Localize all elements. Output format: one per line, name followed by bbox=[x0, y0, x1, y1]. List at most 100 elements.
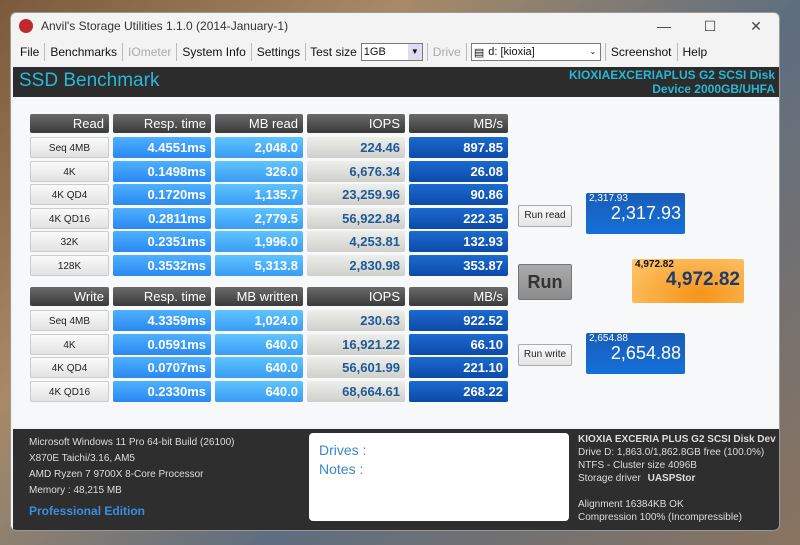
app-window: Anvil's Storage Utilities 1.1.0 (2014-Ja… bbox=[10, 12, 780, 531]
alignment-info: Alignment 16384KB OK bbox=[578, 499, 684, 510]
read-mb-value: 2,048.0 bbox=[215, 137, 303, 158]
write-test-label[interactable]: Seq 4MB bbox=[30, 310, 109, 331]
read-header-mb-value: MB read bbox=[215, 114, 303, 133]
write-mb-value: 1,024.0 bbox=[215, 310, 303, 331]
menu-settings[interactable]: Settings bbox=[252, 43, 307, 61]
read-header-test-label: Read bbox=[30, 114, 109, 133]
read-mbps: 132.93 bbox=[409, 231, 508, 253]
read-resp-time: 0.3532ms bbox=[113, 255, 211, 276]
disk-name: KIOXIA EXCERIA PLUS G2 SCSI Disk Dev bbox=[578, 434, 776, 445]
read-mbps: 897.85 bbox=[409, 137, 508, 158]
write-iops: 56,601.99 bbox=[307, 357, 405, 379]
cpu-info: AMD Ryzen 7 9700X 8-Core Processor bbox=[29, 469, 204, 480]
read-resp-time: 0.2811ms bbox=[113, 207, 211, 229]
read-iops: 224.46 bbox=[307, 137, 405, 158]
close-button[interactable]: ✕ bbox=[750, 17, 762, 34]
read-test-label[interactable]: 128K bbox=[30, 255, 109, 276]
write-mbps: 66.10 bbox=[409, 333, 508, 355]
menu-bar: File Benchmarks IOmeter System Info Sett… bbox=[11, 39, 779, 65]
notes-box[interactable]: Drives : Notes : bbox=[309, 433, 569, 521]
test-size-value: 1GB bbox=[363, 46, 386, 58]
drive-label: Drive bbox=[426, 43, 467, 61]
write-mbps: 221.10 bbox=[409, 357, 508, 379]
read-resp-time: 0.2351ms bbox=[113, 231, 211, 253]
read-test-label[interactable]: 4K bbox=[30, 160, 109, 182]
notes-label: Notes : bbox=[319, 461, 364, 477]
filesystem-info: NTFS - Cluster size 4096B bbox=[578, 460, 697, 471]
driver-label: Storage driver bbox=[578, 473, 641, 484]
maximize-button[interactable]: ☐ bbox=[703, 17, 717, 34]
read-header-iops: IOPS bbox=[307, 114, 405, 133]
read-iops: 23,259.96 bbox=[307, 184, 405, 206]
device-line-2: Device 2000GB/UHFA bbox=[652, 82, 775, 96]
window-title: Anvil's Storage Utilities 1.1.0 (2014-Ja… bbox=[41, 19, 289, 33]
drive-free: Drive D: 1,863.0/1,862.8GB free (100.0%) bbox=[578, 447, 765, 458]
read-resp-time: 0.1720ms bbox=[113, 184, 211, 206]
read-mb-value: 2,779.5 bbox=[215, 207, 303, 229]
test-size-select[interactable]: 1GB ▼ bbox=[360, 43, 423, 61]
read-test-label[interactable]: 4K QD16 bbox=[30, 207, 109, 229]
menu-benchmarks[interactable]: Benchmarks bbox=[45, 43, 124, 61]
write-iops: 16,921.22 bbox=[307, 333, 405, 355]
read-mbps: 222.35 bbox=[409, 207, 508, 229]
write-score-value: 2,654.88 bbox=[610, 343, 681, 363]
edition-label: Professional Edition bbox=[29, 504, 146, 518]
write-test-label[interactable]: 4K QD4 bbox=[30, 357, 109, 379]
device-line-1: KIOXIAEXCERIAPLUS G2 SCSI Disk bbox=[568, 68, 775, 82]
write-test-label[interactable]: 4K QD16 bbox=[30, 380, 109, 402]
read-mb-value: 1,996.0 bbox=[215, 231, 303, 253]
menu-help[interactable]: Help bbox=[682, 45, 708, 59]
device-name: KIOXIAEXCERIAPLUS G2 SCSI Disk Device 200… bbox=[569, 68, 775, 96]
read-test-label[interactable]: Seq 4MB bbox=[30, 137, 109, 158]
read-header-mbps: MB/s bbox=[409, 114, 508, 133]
memory-info: Memory : 48,215 MB bbox=[29, 485, 122, 496]
total-score-small: 4,972.82 bbox=[635, 259, 674, 270]
read-test-label[interactable]: 32K bbox=[30, 231, 109, 253]
benchmark-header: SSD Benchmark KIOXIAEXCERIAPLUS G2 SCSI … bbox=[13, 67, 779, 97]
menu-file[interactable]: File bbox=[15, 43, 46, 61]
run-write-button[interactable]: Run write bbox=[518, 344, 572, 366]
read-test-label[interactable]: 4K QD4 bbox=[30, 184, 109, 206]
write-mb-value: 640.0 bbox=[215, 333, 303, 355]
read-mb-value: 326.0 bbox=[215, 160, 303, 182]
menu-iometer[interactable]: IOmeter bbox=[123, 43, 178, 61]
write-iops: 68,664.61 bbox=[307, 380, 405, 402]
write-iops: 230.63 bbox=[307, 310, 405, 331]
read-score-value: 2,317.93 bbox=[610, 203, 681, 223]
read-resp-time: 0.1498ms bbox=[113, 160, 211, 182]
title-bar: Anvil's Storage Utilities 1.1.0 (2014-Ja… bbox=[11, 13, 779, 39]
write-mbps: 268.22 bbox=[409, 380, 508, 402]
test-size-label: Test size bbox=[310, 45, 357, 59]
menu-screenshot[interactable]: Screenshot bbox=[604, 43, 678, 61]
write-header-iops: IOPS bbox=[307, 287, 405, 306]
write-resp-time: 0.0591ms bbox=[113, 333, 211, 355]
driver-value: UASPStor bbox=[647, 473, 696, 484]
read-score-small: 2,317.93 bbox=[589, 193, 628, 204]
compression-info: Compression 100% (Incompressible) bbox=[578, 512, 742, 523]
run-button[interactable]: Run bbox=[518, 264, 572, 300]
read-resp-time: 4.4551ms bbox=[113, 137, 211, 158]
system-info-panel: Microsoft Windows 11 Pro 64-bit Build (2… bbox=[13, 429, 779, 530]
run-read-button[interactable]: Run read bbox=[518, 205, 572, 227]
drives-label: Drives : bbox=[319, 442, 367, 458]
board-info: X870E Taichi/3.16, AM5 bbox=[29, 453, 135, 464]
write-header-resp-time: Resp. time bbox=[113, 287, 211, 306]
write-mb-value: 640.0 bbox=[215, 380, 303, 402]
write-test-label[interactable]: 4K bbox=[30, 333, 109, 355]
chevron-down-icon: ⌄ bbox=[585, 44, 600, 60]
results-area: Run read Run Run write 2,317.93 2,317.93 … bbox=[13, 97, 779, 427]
drive-select[interactable]: ▤ d: [kioxia] ⌄ bbox=[470, 43, 601, 61]
write-header-mbps: MB/s bbox=[409, 287, 508, 306]
drive-icon: ▤ bbox=[473, 46, 485, 59]
total-score: 4,972.82 4,972.82 bbox=[632, 259, 744, 303]
read-header-resp-time: Resp. time bbox=[113, 114, 211, 133]
write-resp-time: 0.2330ms bbox=[113, 380, 211, 402]
drive-value: d: [kioxia] bbox=[488, 46, 535, 58]
read-iops: 6,676.34 bbox=[307, 160, 405, 182]
write-mbps: 922.52 bbox=[409, 310, 508, 331]
menu-system-info[interactable]: System Info bbox=[177, 43, 252, 61]
page-title: SSD Benchmark bbox=[19, 70, 160, 91]
write-header-mb-value: MB written bbox=[215, 287, 303, 306]
minimize-button[interactable]: — bbox=[657, 17, 671, 34]
read-score: 2,317.93 2,317.93 bbox=[586, 193, 685, 234]
